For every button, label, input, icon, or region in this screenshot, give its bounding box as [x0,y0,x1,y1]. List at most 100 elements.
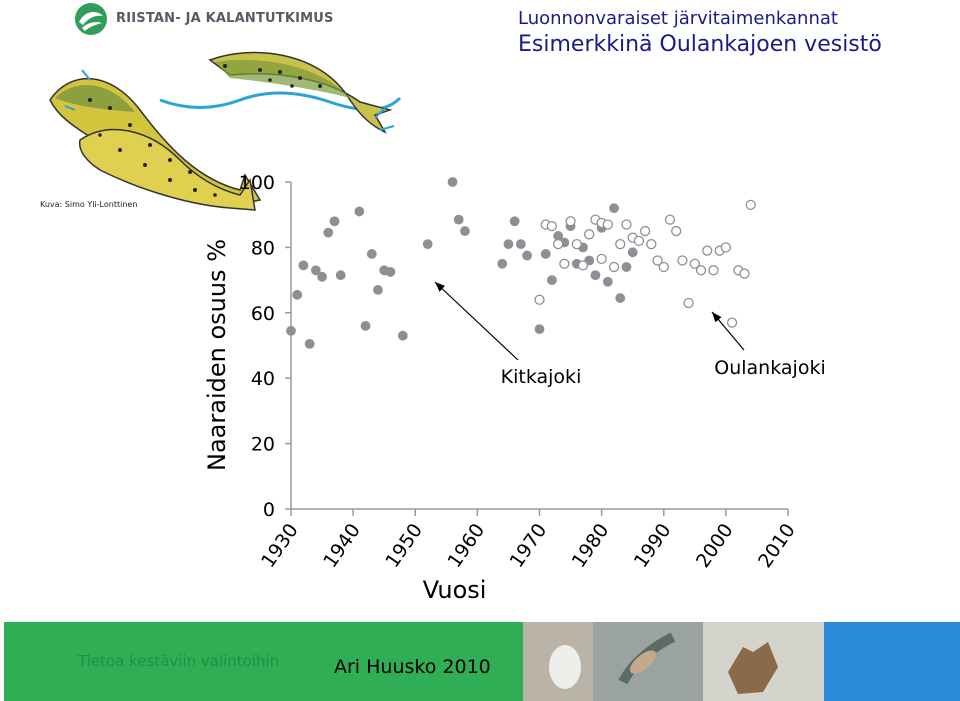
data-point-oulankajoki [720,242,732,253]
data-point-oulankajoki [552,238,564,250]
x-tick-label: 1950 [381,520,427,572]
data-point-oulankajoki [639,225,651,237]
data-point-oulankajoki [708,265,719,276]
data-point-oulankajoki [546,220,558,232]
data-point-oulankajoki [608,261,620,273]
data-point-kitkajoki [304,338,315,349]
data-point-kitkajoki [335,270,346,281]
data-point-kitkajoki [317,271,327,282]
y-axis-title: Naaraiden osuus % [203,239,231,471]
data-point-kitkajoki [540,249,551,259]
data-point-kitkajoki [298,260,309,271]
data-point-kitkajoki [547,275,557,286]
data-point-oulankajoki [602,219,613,230]
data-point-kitkajoki [422,239,433,250]
data-point-oulankajoki [633,235,645,247]
data-point-kitkajoki [453,214,464,225]
data-point-kitkajoki [602,276,613,287]
data-point-kitkajoki [286,325,296,336]
trout-illustration [49,51,402,211]
data-point-kitkajoki [615,293,626,303]
data-point-oulankajoki [571,238,582,250]
data-point-oulankajoki [739,268,750,279]
data-point-kitkajoki [397,330,408,341]
chart-labels: Vuosi Naaraiden osuus % Kitkajoki Oulankajo… [203,239,826,604]
scatter-chart: 0 20 40 60 80 100 1930 1940 1950 1960 1970 1980 1990… [203,172,826,604]
annotation-kitkajoki: Kitkajoki [501,366,582,388]
data-point-oulankajoki [652,255,663,266]
data-point-kitkajoki [360,320,371,331]
fish-logo-icon [75,3,107,35]
data-point-oulankajoki [615,238,626,250]
annotation-kitkajoki-arrowhead [435,282,446,292]
author-credit: Ari Huusko 2010 [334,656,491,678]
data-point-kitkajoki [621,262,632,272]
footer-green-band [4,622,523,701]
data-point-kitkajoki [627,247,638,258]
data-point-oulankajoki [689,258,700,269]
annotation-oulankajoki-arrowhead [712,312,722,323]
x-axis-title: Vuosi [423,576,487,604]
data-point-oulankajoki [584,229,595,240]
data-point-kitkajoki [515,239,526,250]
data-point-kitkajoki [366,249,377,259]
x-tick-label: 1960 [443,520,489,572]
y-tick-label: 40 [251,368,275,390]
x-tick-label: 1940 [319,520,365,572]
data-point-oulankajoki [559,258,570,269]
data-point-oulankajoki [621,219,632,230]
data-point-kitkajoki [509,216,520,227]
data-point-oulankajoki [646,238,657,250]
data-point-oulankajoki [726,317,738,328]
y-tick-label: 100 [239,172,275,194]
chart-points [286,177,756,349]
x-tick-label: 2010 [754,520,800,572]
data-point-kitkajoki [310,265,321,276]
data-point-kitkajoki [460,226,470,236]
annotation-kitkajoki-arrow [434,281,519,361]
data-point-kitkajoki [522,250,532,261]
x-tick-label: 1980 [568,520,614,572]
data-point-oulankajoki [577,260,589,271]
x-tick-label: 2000 [692,520,738,572]
data-point-oulankajoki [671,225,682,237]
data-point-oulankajoki [534,294,545,305]
footer-photo-strip [523,622,824,701]
footer-blue-band [824,622,960,701]
data-point-oulankajoki [664,214,676,225]
data-point-kitkajoki [497,258,508,269]
data-point-oulankajoki [658,261,669,273]
x-tick-label: 1990 [630,520,676,572]
data-point-kitkajoki [447,177,458,187]
data-point-kitkajoki [292,289,303,300]
data-point-kitkajoki [534,324,545,335]
data-point-kitkajoki [609,203,619,214]
data-point-kitkajoki [503,239,514,250]
data-point-oulankajoki [745,199,756,211]
data-point-kitkajoki [354,206,365,217]
data-point-kitkajoki [323,227,334,238]
y-tick-label: 20 [251,434,275,456]
data-point-kitkajoki [385,267,396,277]
x-tick-label: 1930 [257,520,303,572]
logo: RIISTAN- JA KALANTUTKIMUS [70,2,333,36]
data-point-kitkajoki [590,270,601,281]
data-point-oulankajoki [565,216,576,227]
photo-credit: Kuva: Simo Yli-Lonttinen [40,200,138,209]
annotation-oulankajoki: Oulankajoki [714,357,825,379]
data-point-oulankajoki [677,255,688,266]
logo-text: RIISTAN- JA KALANTUTKIMUS [116,11,334,26]
data-point-oulankajoki [596,253,607,264]
title-line-1: Luonnonvaraiset järvitaimenkannat [518,8,838,29]
y-tick-label: 60 [251,303,275,325]
data-point-oulankajoki [702,245,713,256]
x-tick-label: 1970 [506,520,552,572]
trout-upper [208,51,393,134]
title-line-2: Esimerkkinä Oulankajoen vesistö [518,32,882,57]
trout-lower-2 [78,128,256,211]
data-point-oulankajoki [695,265,707,276]
data-point-oulankajoki [683,297,694,309]
y-tick-label: 0 [263,499,275,521]
y-tick-label: 80 [251,237,275,259]
data-point-kitkajoki [329,216,340,227]
